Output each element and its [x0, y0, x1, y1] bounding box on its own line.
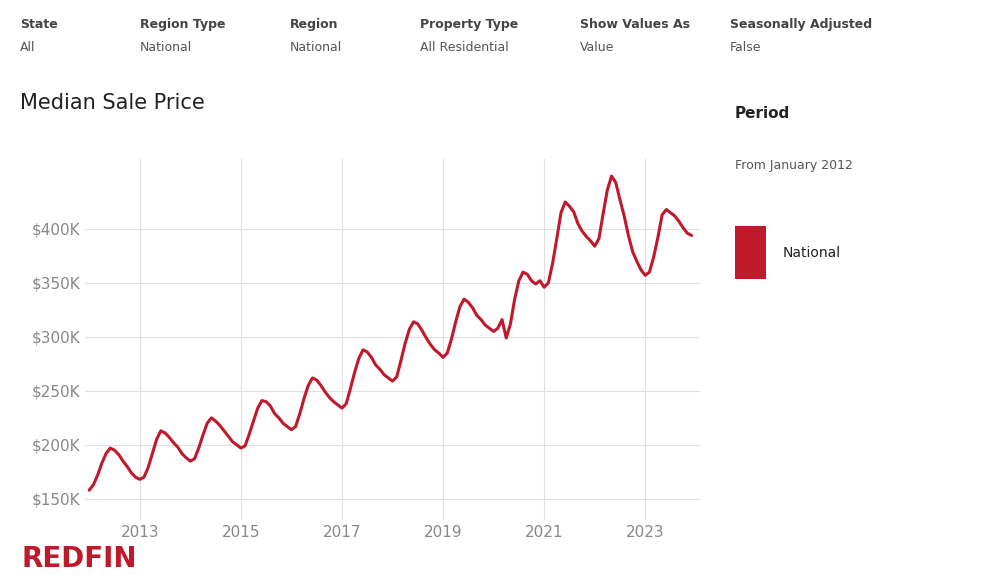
Text: National: National — [140, 41, 192, 54]
Text: Show Values As: Show Values As — [580, 18, 690, 31]
Text: Value: Value — [580, 41, 614, 54]
Text: State: State — [20, 18, 58, 31]
Text: National: National — [783, 246, 841, 260]
Text: All Residential: All Residential — [420, 41, 509, 54]
Text: From January 2012: From January 2012 — [735, 159, 853, 172]
Text: False: False — [730, 41, 762, 54]
Text: Region Type: Region Type — [140, 18, 226, 31]
Text: Median Sale Price: Median Sale Price — [20, 93, 205, 113]
Bar — [735, 226, 766, 279]
Text: Seasonally Adjusted: Seasonally Adjusted — [730, 18, 872, 31]
Text: Region: Region — [290, 18, 338, 31]
Text: All: All — [20, 41, 36, 54]
Text: National: National — [290, 41, 342, 54]
Text: Property Type: Property Type — [420, 18, 518, 31]
Text: REDFIN: REDFIN — [22, 545, 138, 573]
Text: Period: Period — [735, 106, 790, 121]
